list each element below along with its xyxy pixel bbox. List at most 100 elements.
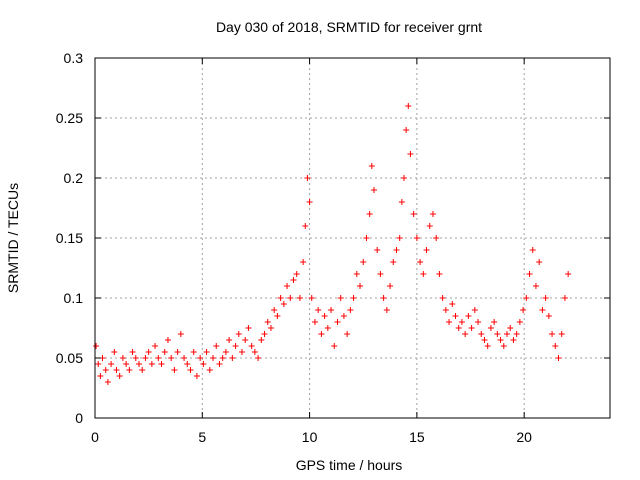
data-point xyxy=(213,343,220,349)
data-point xyxy=(442,307,449,313)
data-point xyxy=(497,337,504,343)
data-point xyxy=(405,103,412,109)
data-point xyxy=(507,325,514,331)
data-point xyxy=(129,349,136,355)
data-point xyxy=(360,259,367,265)
data-point xyxy=(523,295,530,301)
data-point xyxy=(449,301,456,307)
data-point xyxy=(383,307,390,313)
data-point xyxy=(471,307,478,313)
data-point xyxy=(104,379,111,385)
data-point xyxy=(219,355,226,361)
chart-title: Day 030 of 2018, SRMTID for receiver grn… xyxy=(216,19,482,35)
data-point xyxy=(222,349,229,355)
data-point xyxy=(370,187,377,193)
data-point xyxy=(251,349,258,355)
data-point xyxy=(478,331,485,337)
data-point xyxy=(410,211,417,217)
data-point xyxy=(401,175,407,181)
data-point xyxy=(426,223,433,229)
data-point xyxy=(181,355,188,361)
data-point xyxy=(407,151,414,157)
data-point xyxy=(458,319,465,325)
data-point xyxy=(190,349,197,355)
data-point xyxy=(487,325,494,331)
data-point xyxy=(565,271,572,277)
data-point xyxy=(350,295,357,301)
data-point xyxy=(197,355,204,361)
data-point xyxy=(347,307,354,313)
data-point xyxy=(387,283,394,289)
data-point xyxy=(380,295,387,301)
data-point xyxy=(261,331,268,337)
data-point xyxy=(210,355,217,361)
data-point xyxy=(187,367,194,373)
data-point xyxy=(536,259,543,265)
data-point xyxy=(337,295,344,301)
data-point xyxy=(377,271,384,277)
data-point xyxy=(102,367,109,373)
data-point xyxy=(200,361,207,367)
data-point xyxy=(280,301,287,307)
data-point xyxy=(97,373,104,379)
data-point xyxy=(111,349,118,355)
y-axis-label: SRMTID / TECUs xyxy=(5,183,21,293)
data-point xyxy=(539,307,546,313)
data-point xyxy=(293,271,300,277)
data-point xyxy=(417,259,424,265)
data-point xyxy=(331,343,338,349)
data-point xyxy=(532,283,539,289)
data-points xyxy=(93,103,572,385)
data-point xyxy=(304,175,311,181)
data-point xyxy=(321,313,328,319)
data-point xyxy=(465,313,472,319)
data-point xyxy=(413,235,420,241)
data-point xyxy=(311,319,318,325)
data-point xyxy=(267,325,274,331)
data-point xyxy=(552,343,559,349)
data-point xyxy=(353,271,360,277)
data-point xyxy=(232,343,239,349)
data-point xyxy=(148,361,155,367)
data-point xyxy=(135,361,142,367)
x-tick-label: 5 xyxy=(198,429,206,445)
data-point xyxy=(433,235,440,241)
data-point xyxy=(558,331,565,337)
data-point xyxy=(393,247,400,253)
data-point xyxy=(302,223,309,229)
data-point xyxy=(368,163,375,169)
data-point xyxy=(264,319,271,325)
data-point xyxy=(171,367,178,373)
data-point xyxy=(542,295,549,301)
data-point xyxy=(132,355,139,361)
data-point xyxy=(500,343,507,349)
axis-ticks: 0 5 10 15 20 0 0.05 0.1 0.15 0.2 0.25 0.3 xyxy=(56,50,610,445)
data-point xyxy=(119,355,126,361)
data-point xyxy=(145,349,152,355)
data-point xyxy=(462,331,469,337)
data-point xyxy=(403,127,410,133)
data-point xyxy=(324,325,331,331)
data-point xyxy=(374,247,381,253)
data-point xyxy=(174,349,181,355)
data-point xyxy=(494,331,501,337)
data-point xyxy=(561,295,568,301)
y-tick-label: 0.25 xyxy=(56,110,83,126)
data-point xyxy=(229,355,236,361)
data-point xyxy=(481,337,488,343)
data-point xyxy=(315,307,322,313)
data-point xyxy=(258,337,265,343)
data-point xyxy=(300,259,307,265)
data-point xyxy=(274,313,281,319)
data-point xyxy=(555,355,562,361)
x-tick-label: 20 xyxy=(516,429,532,445)
data-point xyxy=(396,235,403,241)
data-point xyxy=(139,367,146,373)
y-tick-label: 0.15 xyxy=(56,230,83,246)
data-point xyxy=(526,271,533,277)
data-point xyxy=(235,331,242,337)
x-tick-label: 0 xyxy=(91,429,99,445)
data-point xyxy=(296,295,303,301)
